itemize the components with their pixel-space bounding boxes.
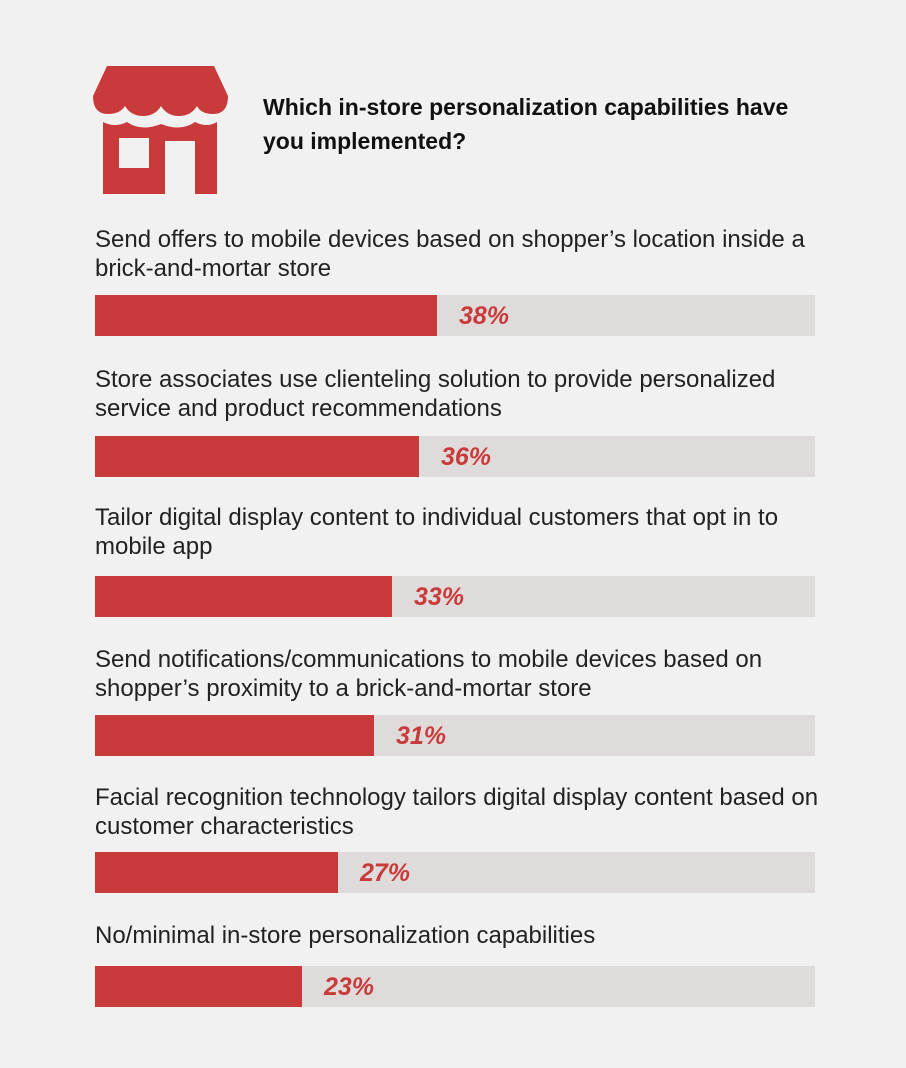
bar xyxy=(95,576,392,617)
chart-title: Which in-store personalization capabilit… xyxy=(263,94,789,154)
category-label: No/minimal in-store personalization capa… xyxy=(95,922,596,949)
category-label: Tailor digital display content to indivi… xyxy=(95,504,779,560)
bar-value-label: 27% xyxy=(360,859,411,887)
bar-track: 23% xyxy=(95,966,815,1007)
bar-track: 31% xyxy=(95,715,815,756)
bar-value-label: 36% xyxy=(441,443,492,471)
bar xyxy=(95,295,437,336)
category-label: Send notifications/communications to mob… xyxy=(95,646,763,702)
bar-value-label: 38% xyxy=(459,302,510,330)
bar xyxy=(95,966,302,1007)
bar-value-label: 31% xyxy=(396,722,447,750)
bar xyxy=(95,852,338,893)
category-label: Facial recognition technology tailors di… xyxy=(95,784,819,840)
bar xyxy=(95,715,374,756)
bar-value-label: 23% xyxy=(324,973,375,1001)
bar-track: 36% xyxy=(95,436,815,477)
category-label: Send offers to mobile devices based on s… xyxy=(95,226,805,282)
bar-track: 27% xyxy=(95,852,815,893)
bar xyxy=(95,436,419,477)
bar-track: 33% xyxy=(95,576,815,617)
bar-track: 38% xyxy=(95,295,815,336)
category-label: Store associates use clienteling solutio… xyxy=(95,366,776,422)
storefront-icon xyxy=(93,66,228,194)
bar-value-label: 33% xyxy=(414,583,465,611)
